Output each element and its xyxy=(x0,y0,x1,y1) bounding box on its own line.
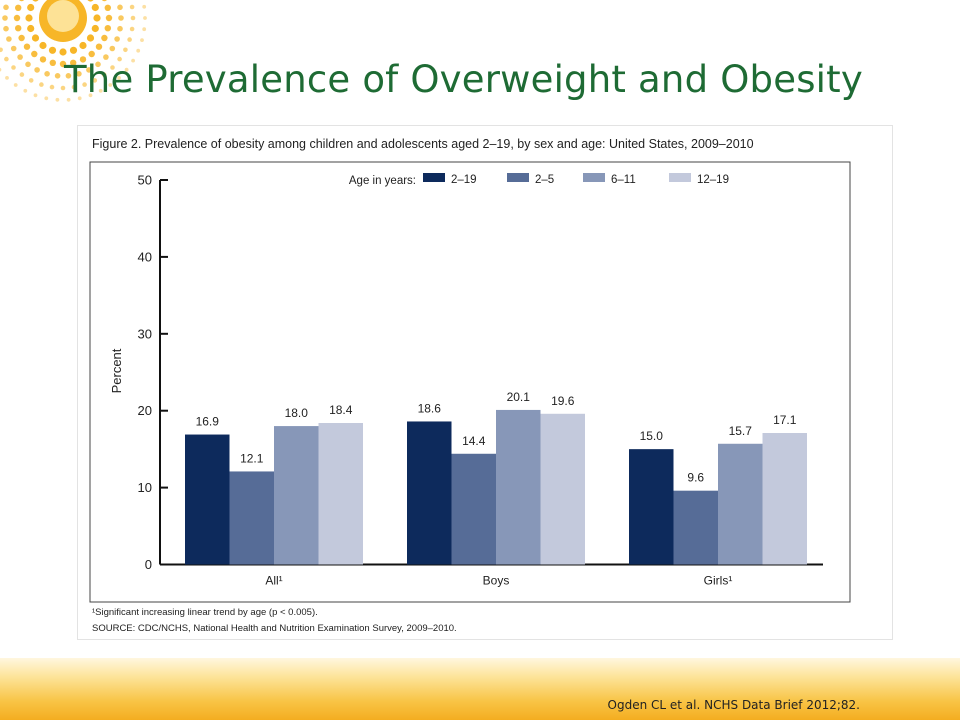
bar-2-2 xyxy=(718,443,763,565)
x-tick-label: Boys xyxy=(483,574,510,588)
footer-band xyxy=(0,658,960,720)
bar-2-0 xyxy=(629,449,674,565)
bar-1-3 xyxy=(540,413,585,565)
data-label: 14.4 xyxy=(462,434,486,448)
y-tick-label: 10 xyxy=(138,480,152,495)
chart-title: Figure 2. Prevalence of obesity among ch… xyxy=(92,137,754,151)
chart-footnote: ¹Significant increasing linear trend by … xyxy=(92,607,318,618)
figure-panel: Figure 2. Prevalence of obesity among ch… xyxy=(77,125,893,640)
data-label: 15.7 xyxy=(729,424,753,438)
data-label: 19.6 xyxy=(551,394,575,408)
data-label: 18.6 xyxy=(418,401,442,415)
bar-1-2 xyxy=(496,409,541,565)
y-tick-label: 0 xyxy=(145,557,152,572)
legend-swatch xyxy=(669,173,691,182)
legend-label: 2–5 xyxy=(535,174,554,186)
data-label: 16.9 xyxy=(196,415,220,429)
bar-0-3 xyxy=(318,423,363,565)
x-tick-label: Girls¹ xyxy=(704,574,733,588)
bar-2-1 xyxy=(673,490,718,565)
slide-title: The Prevalence of Overweight and Obesity xyxy=(64,58,863,101)
data-label: 17.1 xyxy=(773,413,797,427)
y-tick-label: 20 xyxy=(138,403,152,418)
y-tick-label: 30 xyxy=(138,326,152,341)
plot-frame xyxy=(89,161,851,603)
legend-swatch xyxy=(423,173,445,182)
legend-title: Age in years: xyxy=(349,175,416,187)
bar-1-1 xyxy=(451,453,496,565)
legend-swatch xyxy=(583,173,605,182)
data-label: 20.1 xyxy=(507,390,531,404)
legend-label: 6–11 xyxy=(611,174,636,186)
legend-swatch xyxy=(507,173,529,182)
data-label: 9.6 xyxy=(687,471,704,485)
bar-chart: Figure 2. Prevalence of obesity among ch… xyxy=(89,137,851,634)
y-tick-label: 50 xyxy=(138,173,152,188)
sun-logo-icon xyxy=(0,0,170,110)
bar-1-0 xyxy=(407,421,452,565)
bar-0-1 xyxy=(229,471,274,565)
bar-0-2 xyxy=(274,426,319,565)
y-axis-label: Percent xyxy=(109,348,124,393)
bar-0-0 xyxy=(185,434,230,565)
data-label: 15.0 xyxy=(640,429,664,443)
x-tick-label: All¹ xyxy=(265,574,282,588)
data-label: 18.0 xyxy=(285,406,309,420)
citation-text: Ogden CL et al. NCHS Data Brief 2012;82. xyxy=(607,698,860,712)
chart-source: SOURCE: CDC/NCHS, National Health and Nu… xyxy=(92,623,457,634)
legend-label: 12–19 xyxy=(697,174,729,186)
bar-2-3 xyxy=(762,433,807,565)
data-label: 12.1 xyxy=(240,451,264,465)
legend-label: 2–19 xyxy=(451,174,477,186)
y-tick-label: 40 xyxy=(138,249,152,264)
data-label: 18.4 xyxy=(329,403,353,417)
